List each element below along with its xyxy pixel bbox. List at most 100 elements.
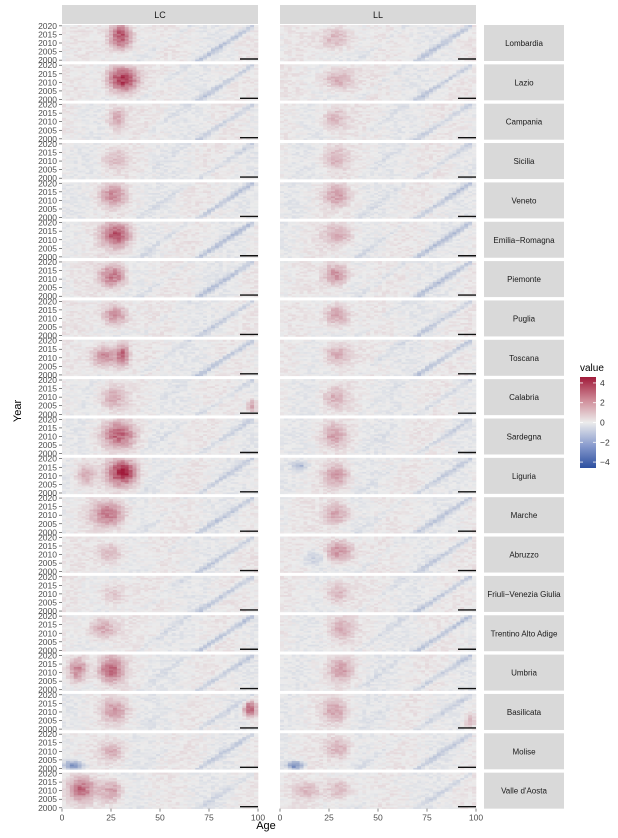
heatmap-cell [429, 73, 433, 75]
heatmap-cell [452, 39, 456, 41]
heatmap-cell [358, 64, 362, 66]
heatmap-cell [354, 75, 358, 77]
heatmap-cell [66, 32, 70, 34]
heatmap-cell [331, 99, 335, 101]
heatmap-cell [468, 66, 472, 68]
heatmap-cell [405, 47, 409, 49]
heatmap-cell [311, 51, 315, 53]
heatmap-cell [319, 90, 323, 92]
heatmap-cell [390, 92, 394, 94]
heatmap-cell [343, 35, 347, 37]
heatmap-cell [66, 52, 70, 54]
heatmap-cell [78, 88, 82, 90]
heatmap-cell [296, 78, 300, 80]
heatmap-cell [417, 97, 421, 99]
heatmap-cell [133, 117, 137, 119]
heatmap-cell [219, 95, 223, 97]
heatmap-cell [97, 71, 101, 73]
heatmap-cell [78, 25, 82, 27]
heatmap-cell [168, 126, 172, 128]
heatmap-cell [417, 32, 421, 34]
heatmap-cell [254, 39, 258, 41]
heatmap-cell [129, 131, 133, 133]
heatmap-cell [211, 35, 215, 37]
heatmap-cell [405, 56, 409, 58]
heatmap-cell [121, 28, 125, 30]
heatmap-cell [339, 51, 343, 53]
heatmap-cell [362, 25, 366, 27]
heatmap-cell [323, 52, 327, 54]
heatmap-cell [164, 99, 168, 101]
heatmap-cell [156, 128, 160, 130]
heatmap-cell [74, 25, 78, 27]
heatmap-cell [86, 46, 90, 48]
heatmap-cell [219, 44, 223, 46]
heatmap-cell [176, 92, 180, 94]
heatmap-cell [156, 90, 160, 92]
heatmap-cell [82, 81, 86, 83]
heatmap-cell [374, 85, 378, 87]
heatmap-cell [254, 75, 258, 77]
heatmap-cell [234, 75, 238, 77]
heatmap-cell [227, 76, 231, 78]
heatmap-cell [246, 42, 250, 44]
heatmap-cell [335, 87, 339, 89]
heatmap-cell [97, 75, 101, 77]
heatmap-cell [101, 58, 105, 60]
heatmap-cell [121, 47, 125, 49]
heatmap-cell [331, 66, 335, 68]
heatmap-cell [234, 52, 238, 54]
heatmap-cell [148, 80, 152, 82]
heatmap-cell [168, 111, 172, 113]
heatmap-cell [366, 58, 370, 60]
heatmap-cell [390, 88, 394, 90]
heatmap-cell [191, 71, 195, 73]
heatmap-cell [160, 40, 164, 42]
heatmap-cell [211, 68, 215, 70]
heatmap-cell [109, 25, 113, 27]
heatmap-cell [121, 104, 125, 106]
heatmap-cell [176, 83, 180, 85]
heatmap-cell [358, 85, 362, 87]
heatmap-cell [215, 88, 219, 90]
heatmap-cell [370, 47, 374, 49]
heatmap-cell [433, 32, 437, 34]
heatmap-cell [191, 44, 195, 46]
heatmap-cell [105, 59, 109, 61]
heatmap-cell [199, 40, 203, 42]
heatmap-cell [386, 30, 390, 32]
heatmap-cell [394, 75, 398, 77]
heatmap-cell [304, 78, 308, 80]
heatmap-cell [160, 59, 164, 61]
heatmap-cell [211, 44, 215, 46]
heatmap-cell [125, 83, 129, 85]
heatmap-cell [231, 39, 235, 41]
heatmap-cell [280, 87, 284, 89]
heatmap-cell [176, 114, 180, 116]
heatmap-cell [148, 49, 152, 51]
heatmap-cell [366, 85, 370, 87]
heatmap-cell [156, 40, 160, 42]
heatmap-cell [433, 95, 437, 97]
heatmap-cell [105, 71, 109, 73]
heatmap-cell [219, 81, 223, 83]
heatmap-cell [109, 27, 113, 29]
heatmap-cell [311, 97, 315, 99]
heatmap-cell [449, 51, 453, 53]
heatmap-cell [121, 135, 125, 137]
heatmap-cell [386, 59, 390, 61]
heatmap-cell [300, 85, 304, 87]
heatmap-cell [464, 44, 468, 46]
heatmap-cell [354, 97, 358, 99]
heatmap-cell [93, 99, 97, 101]
heatmap-cell [370, 34, 374, 36]
heatmap-cell [164, 135, 168, 137]
heatmap-cell [374, 25, 378, 27]
heatmap-cell [160, 128, 164, 130]
heatmap-cell [390, 87, 394, 89]
heatmap-cell [211, 42, 215, 44]
heatmap-cell [358, 92, 362, 94]
heatmap-cell [172, 95, 176, 97]
heatmap-cell [93, 92, 97, 94]
heatmap-cell [386, 80, 390, 82]
